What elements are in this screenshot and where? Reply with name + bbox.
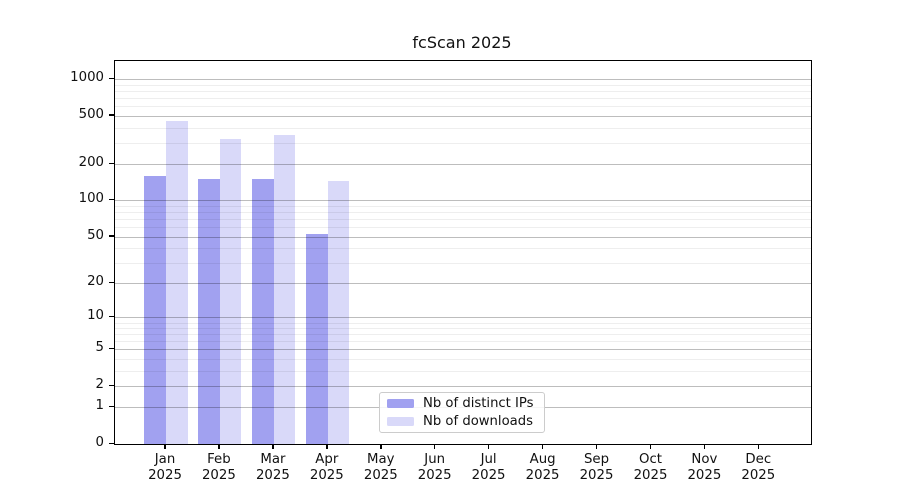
- gridline-major-200: [115, 164, 811, 166]
- y-tick-mark-100: [109, 198, 114, 201]
- y-tick-label-2: 2: [95, 377, 104, 392]
- legend-item-downloads: Nb of downloads: [387, 413, 536, 429]
- y-tick-label-1000: 1000: [70, 70, 104, 86]
- x-tick-label-aug: Aug 2025: [525, 452, 560, 483]
- gridline-major-1000: [115, 79, 811, 81]
- x-tick-mark-aug: [541, 444, 544, 449]
- chart-title: fcScan 2025: [412, 33, 512, 52]
- gridline-minor-600: [115, 106, 811, 108]
- bar-apr-distinct-ips: [306, 234, 328, 444]
- x-tick-label-apr: Apr 2025: [309, 452, 344, 483]
- legend-item-distinct-ips: Nb of distinct IPs: [387, 395, 536, 411]
- y-tick-mark-20: [109, 281, 114, 284]
- y-tick-label-200: 200: [78, 155, 104, 171]
- legend-swatch-downloads: [387, 417, 414, 426]
- x-tick-label-feb: Feb 2025: [201, 452, 236, 483]
- gridline-minor-60: [115, 227, 811, 228]
- y-tick-mark-50: [109, 235, 114, 237]
- gridline-minor-90: [115, 205, 811, 207]
- legend-swatch-distinct-ips: [387, 399, 414, 408]
- x-tick-mark-sep: [595, 444, 598, 449]
- x-tick-mark-jun: [433, 444, 436, 449]
- y-tick-label-50: 50: [87, 227, 104, 243]
- gridline-major-2: [115, 386, 811, 387]
- bar-jan-downloads: [166, 121, 188, 444]
- gridline-minor-40: [115, 248, 811, 249]
- gridline-minor-9: [115, 322, 811, 324]
- gridline-minor-70: [115, 219, 811, 220]
- gridline-major-20: [115, 283, 811, 285]
- legend-label-downloads: Nb of downloads: [423, 413, 533, 429]
- bar-apr-downloads: [327, 180, 350, 444]
- gridline-minor-7: [115, 334, 811, 336]
- gridline-minor-900: [115, 84, 811, 86]
- bar-mar-distinct-ips: [252, 179, 274, 444]
- gridline-major-50: [115, 236, 811, 238]
- y-tick-label-20: 20: [87, 274, 104, 290]
- bar-feb-downloads: [219, 139, 242, 444]
- x-tick-mark-jan: [164, 444, 166, 449]
- y-tick-label-0: 0: [95, 435, 104, 450]
- gridline-minor-8: [115, 328, 811, 329]
- y-tick-label-500: 500: [78, 106, 104, 122]
- x-tick-mark-feb: [218, 444, 220, 449]
- gridline-minor-400: [115, 127, 811, 129]
- x-tick-label-jan: Jan 2025: [148, 452, 182, 483]
- gridline-minor-700: [115, 98, 811, 100]
- y-tick-mark-2: [109, 384, 114, 386]
- y-tick-mark-1000: [109, 77, 114, 80]
- bar-feb-distinct-ips: [198, 179, 220, 444]
- gridline-minor-30: [115, 262, 811, 264]
- x-tick-mark-oct: [649, 444, 652, 449]
- gridline-minor-300: [115, 142, 811, 144]
- x-tick-mark-dec: [757, 444, 760, 449]
- gridline-major-10: [115, 317, 811, 319]
- y-tick-mark-1: [109, 405, 114, 408]
- y-tick-mark-200: [109, 162, 114, 165]
- gridline-minor-80: [115, 212, 811, 213]
- y-tick-label-100: 100: [78, 191, 104, 207]
- legend-label-distinct-ips: Nb of distinct IPs: [423, 395, 534, 411]
- y-tick-mark-5: [109, 347, 114, 350]
- gridline-major-100: [115, 200, 811, 202]
- x-tick-label-jul: Jul 2025: [471, 452, 506, 483]
- y-tick-mark-10: [109, 315, 114, 318]
- x-tick-mark-nov: [703, 444, 706, 449]
- bar-jan-distinct-ips: [144, 175, 166, 444]
- y-tick-mark-500: [109, 114, 114, 116]
- gridline-minor-6: [115, 341, 811, 343]
- y-tick-label-10: 10: [87, 308, 104, 324]
- x-tick-label-mar: Mar 2025: [255, 452, 290, 483]
- gridline-minor-3: [115, 370, 811, 372]
- x-tick-label-jun: Jun 2025: [417, 452, 452, 483]
- gridline-major-5: [115, 349, 811, 351]
- x-tick-label-dec: Dec 2025: [741, 452, 776, 483]
- x-tick-mark-mar: [272, 444, 274, 449]
- x-tick-mark-jul: [487, 444, 490, 449]
- x-tick-label-nov: Nov 2025: [687, 452, 722, 483]
- bar-mar-downloads: [273, 134, 296, 444]
- y-tick-mark-0: [109, 442, 114, 444]
- y-tick-label-1: 1: [95, 398, 104, 414]
- gridline-minor-4: [115, 359, 811, 360]
- gridline-minor-800: [115, 91, 811, 93]
- gridline-major-500: [115, 115, 811, 117]
- y-tick-label-5: 5: [95, 340, 104, 356]
- plot-area: [114, 60, 812, 445]
- x-tick-label-sep: Sep 2025: [579, 452, 614, 483]
- x-tick-label-oct: Oct 2025: [633, 452, 668, 483]
- x-tick-label-may: May 2025: [363, 452, 398, 483]
- x-tick-mark-apr: [326, 444, 328, 449]
- x-tick-mark-may: [380, 444, 382, 449]
- legend: Nb of distinct IPs Nb of downloads: [379, 392, 545, 433]
